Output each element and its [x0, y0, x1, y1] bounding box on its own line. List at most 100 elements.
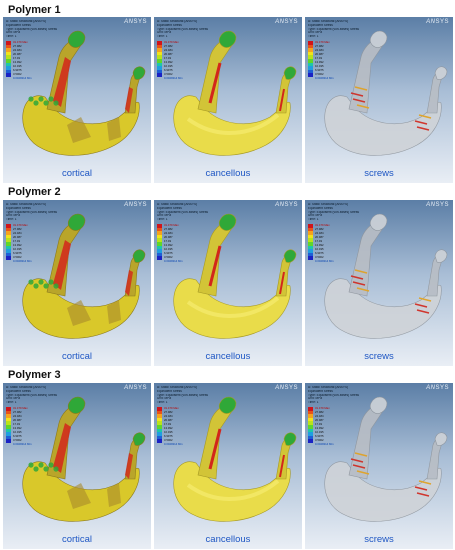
plate-region	[107, 300, 121, 324]
legend-values: 31.479 Max 27.982 24.484 20.987 17.49 13.992 1…	[13, 40, 32, 80]
legend-value: 27.982	[315, 227, 324, 231]
legend-color-swatch	[308, 73, 313, 77]
panel-label-cortical: cortical	[61, 534, 93, 545]
legend-value: 27.982	[315, 410, 324, 414]
legend-header-type: Type: Equivalent (von-Mises) Stress	[308, 393, 360, 397]
legend-value: 6.9975	[13, 251, 22, 255]
legend-header-unit: Unit: MPa	[6, 214, 20, 218]
legend-header-analysis: A: Static Structural (ANSYS)	[157, 203, 198, 206]
legend-header-quantity: Equivalent Stress	[308, 389, 333, 393]
legend-color-swatch	[157, 62, 162, 67]
tooth-crown	[48, 96, 54, 102]
legend-value: 13.992	[315, 426, 324, 430]
legend-color-swatch	[308, 410, 313, 415]
legend-color-swatch	[6, 245, 11, 250]
legend-value: 6.9975	[315, 68, 324, 72]
tooth-crown	[53, 466, 59, 472]
screw	[350, 458, 364, 463]
mandible-model	[173, 396, 297, 522]
legend-color-swatch	[157, 428, 162, 433]
legend-color-bar	[6, 223, 11, 260]
legend-color-swatch	[157, 51, 162, 56]
legend-color-bar	[308, 406, 313, 443]
legend-color-swatch	[308, 231, 313, 235]
legend-value: 24.484	[13, 231, 22, 235]
legend-header-quantity: Equivalent Stress	[6, 23, 31, 27]
legend-header-analysis: A: Static Structural (ANSYS)	[6, 20, 47, 23]
legend-value: 13.992	[13, 426, 22, 430]
legend-value: 27.982	[164, 410, 173, 414]
legend-color-bar	[157, 406, 162, 443]
legend-header-type: Type: Equivalent (von-Mises) Stress	[6, 27, 58, 31]
screw	[356, 287, 370, 292]
legend-header-quantity: Equivalent Stress	[157, 206, 182, 210]
legend-color-bar	[308, 40, 313, 77]
legend-value: 13.992	[13, 243, 22, 247]
legend-header-quantity: Equivalent Stress	[6, 206, 31, 210]
group-title-polymer-1: Polymer 1	[8, 4, 61, 16]
legend-color-swatch	[6, 406, 11, 411]
legend-value: 24.484	[13, 414, 22, 418]
tooth-crown	[33, 466, 39, 472]
legend-value: 31.479 Max	[13, 40, 28, 44]
legend-color-swatch	[6, 234, 11, 239]
tooth-crown	[48, 279, 54, 285]
legend-value: 20.987	[164, 52, 173, 56]
legend-value: 6.9975	[13, 434, 22, 438]
right-condyle	[132, 66, 146, 80]
mandible-body	[324, 278, 442, 339]
screw	[416, 309, 430, 314]
legend-header-time: Time: 1	[6, 35, 17, 39]
legend-value: 24.484	[164, 414, 173, 418]
panel-polymer-2-cortical: A: Static Structural (ANSYS) Equivalent …	[3, 200, 151, 366]
legend-header-quantity: Equivalent Stress	[308, 23, 333, 27]
mandible-model	[324, 30, 448, 156]
legend-value: 0.0029314 Min	[315, 259, 334, 263]
panel-label-screws: screws	[364, 168, 394, 179]
legend-header-time: Time: 1	[6, 401, 17, 405]
tooth-crown	[28, 96, 34, 102]
panel-polymer-2-cancellous: A: Static Structural (ANSYS) Equivalent …	[154, 200, 302, 366]
screw	[354, 86, 368, 91]
legend-value: 31.479 Max	[164, 40, 179, 44]
screw	[350, 92, 364, 97]
mandible-model	[22, 396, 146, 522]
legend-value: 10.495	[315, 64, 324, 68]
legend-color-swatch	[157, 245, 162, 250]
legend-color-swatch	[308, 249, 313, 253]
panel-polymer-1-cancellous: A: Static Structural (ANSYS) Equivalent …	[154, 17, 302, 183]
mandible-body	[173, 278, 291, 339]
tooth-crown	[43, 100, 49, 106]
legend-value: 31.479 Max	[13, 223, 28, 227]
right-condyle	[132, 249, 146, 263]
mandible-model	[173, 30, 297, 156]
legend-color-swatch	[308, 227, 313, 232]
legend-color-swatch	[157, 48, 162, 52]
legend-color-swatch	[6, 410, 11, 415]
tooth-crown	[53, 100, 59, 106]
legend-color-swatch	[6, 48, 11, 52]
left-condyle	[218, 396, 237, 414]
legend-value: 13.992	[164, 243, 173, 247]
legend-value: 27.982	[13, 410, 22, 414]
legend-value: 10.495	[164, 64, 173, 68]
legend-color-swatch	[6, 249, 11, 253]
high-stress-region	[279, 454, 285, 478]
legend-value: 17.49	[164, 56, 171, 60]
ansys-logo: ANSYS	[124, 202, 147, 208]
legend-value: 20.987	[164, 418, 173, 422]
legend-value: 20.987	[164, 235, 173, 239]
legend-color-swatch	[157, 238, 162, 242]
legend-color-swatch	[157, 252, 162, 257]
screw	[418, 297, 432, 302]
panel-polymer-1-screws: A: Static Structural (ANSYS) Equivalent …	[305, 17, 453, 183]
panel-label-cancellous: cancellous	[205, 534, 251, 545]
legend-value: 31.479 Max	[315, 406, 330, 410]
high-stress-region	[125, 453, 133, 479]
legend-header-unit: Unit: MPa	[6, 31, 20, 35]
legend-color-swatch	[6, 435, 11, 440]
right-condyle	[434, 249, 448, 263]
legend-value: 13.992	[13, 60, 22, 64]
legend-color-swatch	[308, 234, 313, 239]
legend-color-swatch	[6, 227, 11, 232]
